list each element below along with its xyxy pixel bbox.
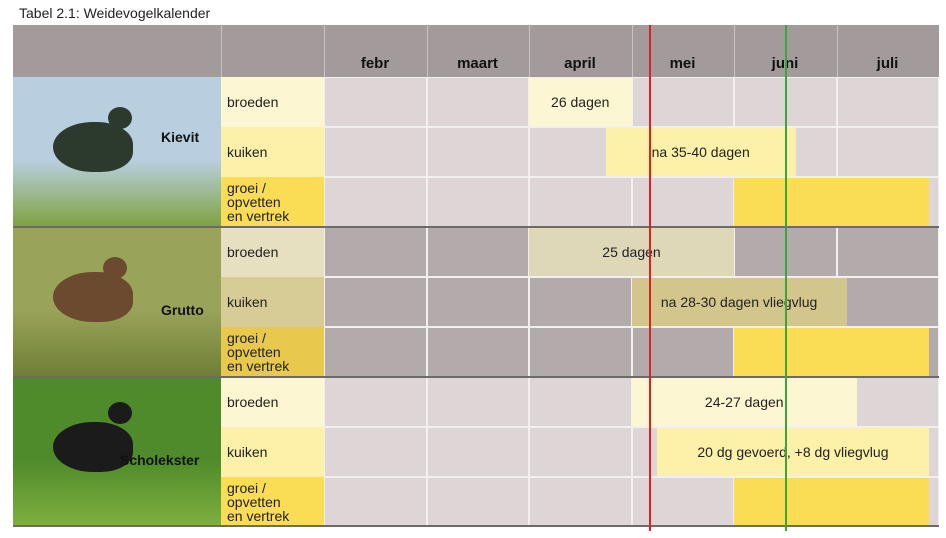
calendar-cell: [324, 427, 427, 477]
calendar-cell: [426, 127, 529, 177]
row-label-line: en vertrek: [227, 208, 290, 224]
calendar-cell: [426, 77, 529, 127]
table-caption: Tabel 2.1: Weidevogelkalender: [19, 5, 211, 21]
calendar-cell: [529, 277, 632, 327]
bird-photo-grutto: [13, 227, 221, 377]
month-header-divider: [734, 25, 735, 77]
row-label-line: groei /: [227, 180, 266, 196]
month-header-juli: juli: [876, 55, 899, 72]
row-label-line: en vertrek: [227, 508, 290, 524]
period-bar-kievit-kuiken: na 35-40 dagen: [605, 128, 796, 176]
row-label: groei / opvetten en vertrek: [221, 477, 324, 527]
label-header-divider: [221, 25, 222, 77]
calendar-cell: [836, 277, 939, 327]
calendar-cell: [426, 377, 529, 427]
period-bar-scholekster-groei: [734, 478, 929, 526]
month-header-divider: [529, 25, 530, 77]
month-header-juni: juni: [734, 55, 836, 72]
period-bar-grutto-broeden: 25 dagen: [529, 228, 734, 276]
period-bar-scholekster-kuiken: 20 dg gevoerd, +8 dg vliegvlug: [657, 428, 929, 476]
row-label-line: opvetten: [227, 494, 281, 510]
calendar-cell: [631, 477, 734, 527]
calendar-cell: [426, 427, 529, 477]
calendar-cell: [631, 177, 734, 227]
period-bar-grutto-kuiken: na 28-30 dagen vliegvlug: [631, 278, 847, 326]
bird-name-kievit: Kievit: [161, 129, 200, 145]
bird-head-icon: [103, 257, 127, 279]
calendar-cell: [324, 327, 427, 377]
calendar-cell: [529, 377, 632, 427]
row-label-line: opvetten: [227, 344, 281, 360]
calendar-cell: [631, 327, 734, 377]
row-label: broeden: [221, 227, 324, 277]
calendar-cell: [324, 477, 427, 527]
bird-photo-kievit: [13, 77, 221, 227]
month-header-divider: [426, 25, 428, 77]
calendar-cell: [836, 227, 939, 277]
bird-photo-scholekster: [13, 377, 221, 527]
period-bar-grutto-groei: [734, 328, 929, 376]
period-bar-kievit-groei: [734, 178, 929, 226]
calendar-cell: [426, 177, 529, 227]
row-label: groei / opvetten en vertrek: [221, 327, 324, 377]
calendar-cell: [836, 77, 939, 127]
row-label: broeden: [221, 377, 324, 427]
calendar-cell: [324, 227, 427, 277]
month-header-maart: maart: [457, 55, 498, 72]
row-label: kuiken: [221, 277, 324, 327]
row-label-line: groei /: [227, 480, 266, 496]
calendar-cell: [324, 77, 427, 127]
calendar-cell: [324, 127, 427, 177]
table-bottom-border: [13, 525, 939, 527]
month-header-mei: mei: [669, 55, 696, 72]
period-bar-kievit-broeden: 26 dagen: [529, 78, 632, 126]
group-separator: [13, 226, 939, 228]
bird-silhouette-icon: [53, 272, 133, 322]
calendar-cell: [529, 327, 632, 377]
row-label: groei / opvetten en vertrek: [221, 177, 324, 227]
row-label: broeden: [221, 77, 324, 127]
green-marker-line: [785, 25, 787, 531]
calendar-cell: [426, 477, 529, 527]
bird-silhouette-icon: [53, 122, 133, 172]
bird-head-icon: [108, 402, 132, 424]
red-marker-line: [649, 25, 651, 531]
row-label-line: groei /: [227, 330, 266, 346]
row-label-line: en vertrek: [227, 358, 290, 374]
calendar-cell: [529, 177, 632, 227]
period-bar-scholekster-broeden: 24-27 dagen: [631, 378, 857, 426]
row-label: kuiken: [221, 427, 324, 477]
month-header-april: april: [564, 55, 596, 72]
month-header-febr: febr: [360, 55, 390, 72]
bird-calendar-table: febr maart april mei juni juli Kievit broeden 26…: [13, 25, 939, 531]
calendar-cell: [324, 177, 427, 227]
row-label-line: opvetten: [227, 194, 281, 210]
calendar-cell: [426, 327, 529, 377]
month-header-divider: [836, 25, 838, 77]
header-row: [13, 25, 939, 77]
calendar-cell: [529, 477, 632, 527]
calendar-cell: [426, 227, 529, 277]
month-header-divider: [631, 25, 633, 77]
calendar-cell: [426, 277, 529, 327]
calendar-cell: [324, 277, 427, 327]
bird-head-icon: [108, 107, 132, 129]
bird-name-scholekster: Scholekster: [120, 452, 200, 468]
calendar-cell: [631, 77, 734, 127]
month-header-divider: [324, 25, 325, 77]
group-separator: [13, 376, 939, 378]
calendar-cell: [836, 127, 939, 177]
bird-name-grutto: Grutto: [161, 302, 204, 318]
calendar-cell: [324, 377, 427, 427]
row-label: kuiken: [221, 127, 324, 177]
bird-silhouette-icon: [53, 422, 133, 472]
calendar-cell: [529, 427, 632, 477]
